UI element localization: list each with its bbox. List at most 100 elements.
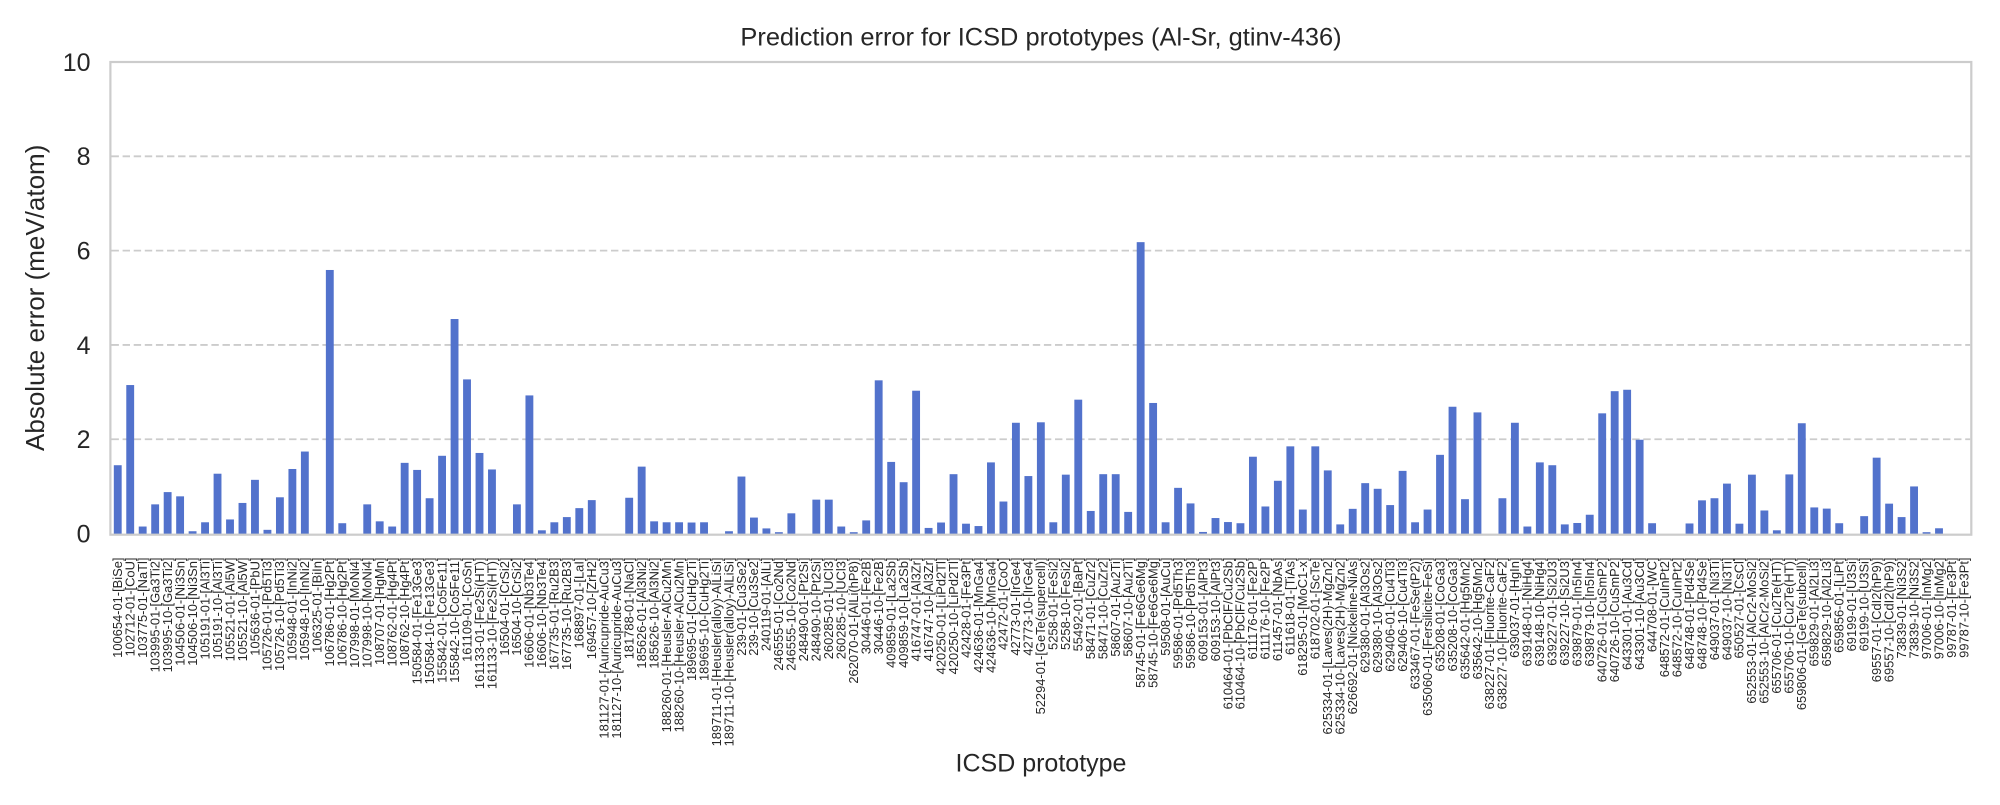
svg-text:655706-01-[Cu2Te(HT)]: 655706-01-[Cu2Te(HT)] — [1769, 558, 1784, 694]
svg-text:609153-01-[AlPt3]: 609153-01-[AlPt3] — [1195, 558, 1210, 662]
svg-text:104506-10-[Ni3Sn]: 104506-10-[Ni3Sn] — [185, 558, 200, 666]
svg-text:189711-10-[Heusler(alloy)-AlLi: 189711-10-[Heusler(alloy)-AlLiSi] — [721, 558, 736, 747]
svg-text:420250-10-[LiPd2Tl]: 420250-10-[LiPd2Tl] — [946, 558, 961, 675]
svg-text:639227-10-[Si2U3]: 639227-10-[Si2U3] — [1557, 558, 1572, 666]
svg-text:629380-01-[Al3Os2]: 629380-01-[Al3Os2] — [1357, 558, 1372, 673]
svg-text:424636-10-[MnGa4]: 424636-10-[MnGa4] — [983, 558, 998, 673]
svg-text:55492-01-[BaPt]: 55492-01-[BaPt] — [1071, 558, 1086, 652]
svg-text:105948-10-[InNi2]: 105948-10-[InNi2] — [297, 558, 312, 661]
svg-text:69199-01-[U3Si]: 69199-01-[U3Si] — [1844, 558, 1859, 652]
svg-text:639148-01-[NiHg4]: 639148-01-[NiHg4] — [1520, 558, 1535, 667]
svg-text:652553-01-[AlCr2-MoSi2]: 652553-01-[AlCr2-MoSi2] — [1744, 558, 1759, 704]
svg-text:108762-10-[Hg4Pt]: 108762-10-[Hg4Pt] — [397, 558, 412, 667]
svg-text:30446-01-[Fe2B]: 30446-01-[Fe2B] — [859, 558, 874, 655]
svg-text:2: 2 — [77, 426, 91, 454]
svg-text:16504-01-[CrSi2]: 16504-01-[CrSi2] — [497, 558, 512, 656]
svg-text:5258-01-[FeSi2]: 5258-01-[FeSi2] — [1046, 558, 1061, 650]
svg-text:103995-01-[Ga3Ti2]: 103995-01-[Ga3Ti2] — [147, 558, 162, 673]
svg-text:97006-10-[InMg2]: 97006-10-[InMg2] — [1931, 558, 1946, 660]
svg-text:611176-01-[Fe2P]: 611176-01-[Fe2P] — [1245, 558, 1260, 660]
svg-text:105726-01-[Pd5Ti3]: 105726-01-[Pd5Ti3] — [260, 558, 275, 671]
svg-text:42773-10-[IrGe4]: 42773-10-[IrGe4] — [1021, 558, 1036, 656]
svg-text:189695-10-[CuHg2Ti]: 189695-10-[CuHg2Ti] — [696, 558, 711, 682]
svg-text:625334-10-[Laves(2H)-MgZn2]: 625334-10-[Laves(2H)-MgZn2] — [1333, 558, 1348, 735]
svg-text:639879-10-[In5In4]: 639879-10-[In5In4] — [1582, 558, 1597, 667]
svg-text:58471-01-[CuZr2]: 58471-01-[CuZr2] — [1083, 558, 1098, 660]
svg-text:103995-10-[Ga3Ti2]: 103995-10-[Ga3Ti2] — [160, 558, 175, 673]
svg-text:240119-01-[AlLi]: 240119-01-[AlLi] — [759, 558, 774, 652]
svg-text:167735-01-[Ru2B3]: 167735-01-[Ru2B3] — [547, 558, 562, 671]
svg-text:105191-01-[Al3Ti]: 105191-01-[Al3Ti] — [197, 558, 212, 660]
svg-text:16504-10-[CrSi2]: 16504-10-[CrSi2] — [509, 558, 524, 656]
svg-text:638227-01-[Fluorite-CaF2]: 638227-01-[Fluorite-CaF2] — [1482, 558, 1497, 710]
svg-text:611176-10-[Fe2P]: 611176-10-[Fe2P] — [1258, 558, 1273, 660]
svg-text:155842-01-[Co5Fe11]: 155842-01-[Co5Fe11] — [434, 558, 449, 683]
svg-text:108707-01-[HgMn]: 108707-01-[HgMn] — [372, 558, 387, 666]
svg-text:150584-10-[Fe13Ge3]: 150584-10-[Fe13Ge3] — [422, 558, 437, 685]
svg-text:167735-10-[Ru2B3]: 167735-10-[Ru2B3] — [559, 558, 574, 671]
svg-text:639037-01-[HgIn]: 639037-01-[HgIn] — [1507, 558, 1522, 658]
svg-text:30446-10-[Fe2B]: 30446-10-[Fe2B] — [871, 558, 886, 655]
svg-text:659856-01-[LiPt]: 659856-01-[LiPt] — [1832, 558, 1847, 653]
svg-text:635208-10-[CoGa3]: 635208-10-[CoGa3] — [1445, 558, 1460, 672]
svg-text:248490-10-[Pt2Si]: 248490-10-[Pt2Si] — [809, 558, 824, 662]
svg-text:648572-10-[CuInPt2]: 648572-10-[CuInPt2] — [1669, 558, 1684, 678]
svg-text:69557-10-[CdI2(hP9)]: 69557-10-[CdI2(hP9)] — [1881, 558, 1896, 683]
svg-text:185626-01-[Al3Ni2]: 185626-01-[Al3Ni2] — [634, 558, 649, 669]
svg-text:106786-01-[Hg2Pt]: 106786-01-[Hg2Pt] — [322, 558, 337, 667]
svg-text:102712-01-[CoU]: 102712-01-[CoU] — [123, 558, 138, 657]
svg-text:644708-01-[WC]: 644708-01-[WC] — [1644, 558, 1659, 653]
svg-text:108762-01-[Hg4Pt]: 108762-01-[Hg4Pt] — [384, 558, 399, 667]
svg-text:633467-01-[FeSe(tP2)]: 633467-01-[FeSe(tP2)] — [1407, 558, 1422, 690]
svg-text:420250-01-[LiPd2Tl]: 420250-01-[LiPd2Tl] — [933, 558, 948, 675]
svg-text:105948-01-[InNi2]: 105948-01-[InNi2] — [285, 558, 300, 661]
svg-text:161109-01-[CoSn]: 161109-01-[CoSn] — [459, 558, 474, 662]
svg-text:104506-01-[Ni3Sn]: 104506-01-[Ni3Sn] — [172, 558, 187, 666]
svg-text:625334-01-[Laves(2H)-MgZn2]: 625334-01-[Laves(2H)-MgZn2] — [1320, 558, 1335, 735]
svg-text:ICSD prototype: ICSD prototype — [956, 749, 1127, 777]
svg-text:4: 4 — [77, 332, 91, 360]
svg-text:610464-01-[PbClF/Cu2Sb]: 610464-01-[PbClF/Cu2Sb] — [1220, 558, 1235, 710]
svg-text:69557-01-[CdI2(hP9)]: 69557-01-[CdI2(hP9)] — [1869, 558, 1884, 683]
svg-text:16606-10-[Nb3Te4]: 16606-10-[Nb3Te4] — [534, 558, 549, 668]
svg-text:58471-10-[CuZr2]: 58471-10-[CuZr2] — [1096, 558, 1111, 660]
svg-text:650527-01-[CsCl]: 650527-01-[CsCl] — [1732, 558, 1747, 659]
svg-text:105521-10-[Al5W]: 105521-10-[Al5W] — [235, 558, 250, 662]
svg-text:611457-01-[NbAs]: 611457-01-[NbAs] — [1270, 558, 1285, 662]
svg-text:169457-10-[ZrH2]: 169457-10-[ZrH2] — [584, 558, 599, 660]
svg-text:105521-01-[Al5W]: 105521-01-[Al5W] — [222, 558, 237, 662]
svg-text:246555-01-[Co2Nd]: 246555-01-[Co2Nd] — [771, 558, 786, 671]
svg-text:106786-10-[Hg2Pt]: 106786-10-[Hg2Pt] — [335, 558, 350, 667]
svg-text:609153-10-[AlPt3]: 609153-10-[AlPt3] — [1208, 558, 1223, 662]
svg-text:103775-01-[NaTl]: 103775-01-[NaTl] — [135, 558, 150, 658]
svg-text:107998-10-[MoNi4]: 107998-10-[MoNi4] — [360, 558, 375, 668]
svg-text:73839-10-[Ni3S2]: 73839-10-[Ni3S2] — [1906, 558, 1921, 659]
svg-text:611618-01-[TiAs]: 611618-01-[TiAs] — [1283, 558, 1298, 655]
svg-text:649037-10-[Ni3Ti]: 649037-10-[Ni3Ti] — [1719, 558, 1734, 661]
svg-text:648748-01-[Pd4Se]: 648748-01-[Pd4Se] — [1682, 558, 1697, 670]
svg-text:73839-01-[Ni3S2]: 73839-01-[Ni3S2] — [1894, 558, 1909, 659]
svg-text:260285-10-[UCl3]: 260285-10-[UCl3] — [834, 558, 849, 660]
svg-text:10: 10 — [63, 49, 91, 77]
svg-text:639227-01-[Si2U3]: 639227-01-[Si2U3] — [1545, 558, 1560, 666]
svg-text:188260-10-[Heusler-AlCu2Mn]: 188260-10-[Heusler-AlCu2Mn] — [671, 558, 686, 733]
svg-text:59586-10-[Pd5Th3]: 59586-10-[Pd5Th3] — [1183, 558, 1198, 669]
svg-text:58745-01-[Fe6Ge6Mg]: 58745-01-[Fe6Ge6Mg] — [1133, 558, 1148, 688]
svg-text:618702-01-[ScTe]: 618702-01-[ScTe] — [1308, 558, 1323, 660]
svg-text:8: 8 — [77, 143, 91, 171]
svg-text:626692-01-[Nickeline-NiAs]: 626692-01-[Nickeline-NiAs] — [1345, 558, 1360, 715]
svg-text:99787-10-[Fe3Pt]: 99787-10-[Fe3Pt] — [1956, 558, 1971, 658]
svg-text:105726-10-[Pd5Ti3]: 105726-10-[Pd5Ti3] — [272, 558, 287, 671]
svg-text:181127-10-[Auricupride-AuCu3]: 181127-10-[Auricupride-AuCu3] — [609, 558, 624, 739]
svg-text:659829-10-[Al2Li3]: 659829-10-[Al2Li3] — [1819, 558, 1834, 667]
svg-text:5258-10-[FeSi2]: 5258-10-[FeSi2] — [1058, 558, 1073, 650]
svg-text:69199-10-[U3Si]: 69199-10-[U3Si] — [1856, 558, 1871, 652]
svg-text:409859-01-[La2Sb]: 409859-01-[La2Sb] — [883, 558, 898, 668]
svg-text:629380-10-[Al3Os2]: 629380-10-[Al3Os2] — [1370, 558, 1385, 673]
svg-text:239-01-[Cu3Se2]: 239-01-[Cu3Se2] — [734, 558, 749, 656]
svg-text:58745-10-[Fe6Ge6Mg]: 58745-10-[Fe6Ge6Mg] — [1145, 558, 1160, 688]
svg-text:239-10-[Cu3Se2]: 239-10-[Cu3Se2] — [746, 558, 761, 656]
svg-text:643301-10-[Au3Cd]: 643301-10-[Au3Cd] — [1632, 558, 1647, 671]
svg-text:189695-01-[CuHg2Ti]: 189695-01-[CuHg2Ti] — [684, 558, 699, 682]
svg-text:648748-10-[Pd4Se]: 648748-10-[Pd4Se] — [1694, 558, 1709, 670]
